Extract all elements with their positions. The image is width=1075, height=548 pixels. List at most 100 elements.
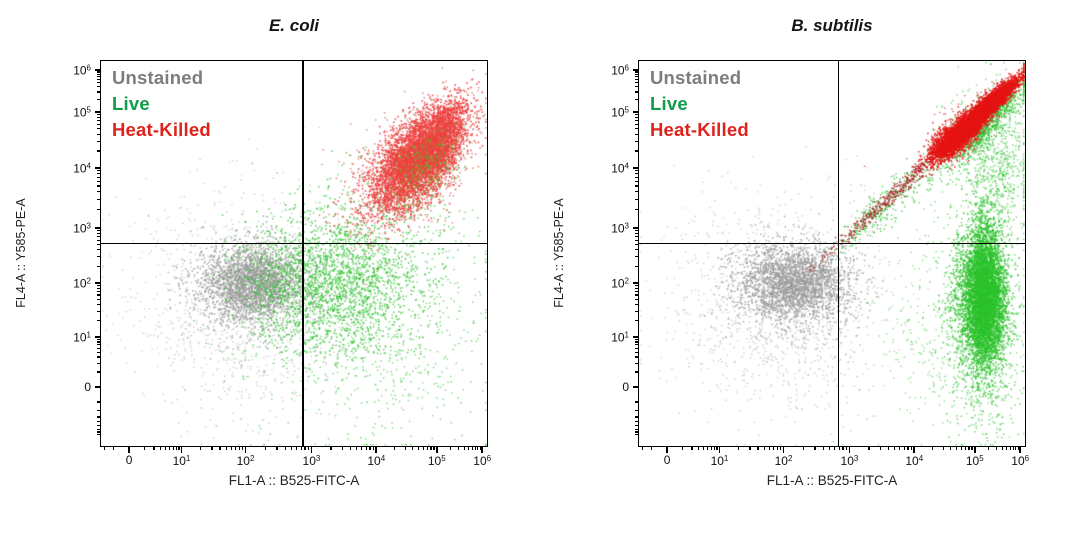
x-axis-minor-tick — [779, 447, 782, 450]
x-axis-minor-tick — [950, 447, 952, 450]
x-axis-minor-tick — [160, 447, 162, 450]
x-axis-minor-tick — [641, 447, 643, 450]
y-axis-minor-tick — [635, 71, 638, 73]
x-axis-minor-tick — [300, 447, 302, 450]
x-axis-minor-tick — [968, 447, 970, 450]
x-axis-minor-tick — [829, 447, 831, 450]
x-axis-major-tick — [244, 447, 247, 453]
plot-title-e-coli: E. coli — [268, 16, 320, 35]
y-axis-minor-tick — [635, 170, 638, 172]
x-axis-minor-tick — [1009, 447, 1011, 450]
y-axis-minor-tick — [97, 75, 100, 78]
y-axis-minor-tick — [97, 239, 100, 241]
x-axis-minor-tick — [738, 447, 740, 450]
x-axis-minor-tick — [960, 447, 962, 450]
y-axis-minor-tick — [635, 344, 638, 346]
x-tick-label: 102 — [236, 454, 255, 468]
x-axis-minor-tick — [169, 447, 171, 450]
y-axis-minor-tick — [97, 113, 100, 115]
y-axis-minor-tick — [635, 284, 638, 286]
x-axis-minor-tick — [404, 447, 406, 450]
x-axis-minor-tick — [838, 447, 840, 450]
y-axis-minor-tick — [635, 82, 638, 84]
y-axis-minor-tick — [97, 320, 100, 322]
x-axis-minor-tick — [995, 447, 998, 450]
plot-figure-e-coli: E. coli FL4-A :: Y585-PE-A Unstained Liv… — [0, 0, 537, 548]
y-tick-label: 106 — [73, 63, 91, 78]
y-axis-minor-tick — [97, 290, 100, 292]
y-axis-minor-tick — [635, 401, 638, 403]
y-axis-minor-tick — [635, 287, 638, 289]
x-axis-minor-tick — [238, 447, 240, 450]
y-axis-minor-tick — [635, 421, 638, 423]
y-axis-minor-tick — [97, 431, 100, 433]
y-axis-minor-tick — [97, 284, 100, 286]
y-axis-minor-tick — [635, 75, 638, 78]
y-axis-minor-tick — [635, 116, 638, 118]
x-axis-minor-tick — [361, 447, 363, 450]
y-axis-minor-tick — [97, 98, 100, 100]
x-axis-minor-tick — [763, 447, 765, 450]
y-axis-minor-tick — [635, 249, 638, 251]
y-axis-minor-tick — [635, 265, 638, 267]
x-axis-minor-tick — [241, 447, 244, 450]
x-axis-minor-tick — [749, 447, 751, 450]
x-tick-label: 101 — [172, 454, 191, 468]
x-axis-minor-tick — [433, 447, 435, 450]
x-axis-minor-tick — [477, 447, 479, 450]
y-axis-major-tick — [632, 336, 638, 338]
x-axis-label: FL1-A :: B525-FITC-A — [228, 473, 360, 488]
y-axis-minor-tick — [97, 347, 100, 349]
x-axis-minor-tick — [907, 447, 909, 450]
x-axis-minor-tick — [165, 447, 167, 450]
x-axis-major-tick — [1019, 447, 1021, 453]
y-axis-minor-tick — [635, 185, 638, 187]
legend: Unstained Live Heat-Killed — [650, 65, 749, 143]
y-tick-label: 104 — [73, 161, 91, 176]
x-axis-minor-tick — [172, 447, 174, 450]
y-axis-minor-tick — [97, 150, 100, 152]
x-axis-minor-tick — [768, 447, 770, 450]
y-axis-minor-tick — [635, 98, 638, 100]
y-tick-label: 101 — [73, 330, 91, 345]
legend-item-heat-killed: Heat-Killed — [112, 119, 211, 140]
y-axis-minor-tick — [97, 341, 100, 343]
y-axis-minor-tick — [635, 73, 638, 75]
y-axis-major-tick — [94, 336, 100, 338]
x-axis-minor-tick — [845, 447, 848, 450]
y-tick-label: 104 — [611, 161, 629, 176]
y-axis-label: FL4-A :: Y585-PE-A — [552, 198, 566, 308]
y-axis-minor-tick — [635, 209, 638, 211]
x-axis-minor-tick — [103, 447, 105, 450]
x-axis-minor-tick — [903, 447, 905, 450]
x-axis-major-tick — [435, 447, 438, 453]
legend-item-live: Live — [112, 93, 150, 114]
y-axis-minor-tick — [97, 229, 100, 232]
x-tick-label: 106 — [473, 454, 492, 468]
x-axis-minor-tick — [987, 447, 990, 450]
x-axis-minor-tick — [942, 447, 944, 450]
y-axis-minor-tick — [635, 78, 638, 80]
y-axis-minor-tick — [635, 341, 638, 343]
y-axis-minor-tick — [635, 351, 638, 353]
x-axis-minor-tick — [474, 447, 476, 450]
y-tick-label: 0 — [622, 380, 629, 394]
y-axis-minor-tick — [635, 133, 638, 135]
x-axis-minor-tick — [776, 447, 778, 450]
y-axis-minor-tick — [635, 298, 638, 300]
x-axis-major-tick — [375, 447, 378, 453]
x-tick-label: 103 — [840, 454, 859, 468]
y-axis-minor-tick — [97, 287, 100, 289]
y-axis-minor-tick — [97, 180, 100, 182]
legend-item-unstained: Unstained — [650, 67, 742, 88]
y-axis-minor-tick — [635, 235, 638, 238]
x-axis-minor-tick — [219, 447, 221, 450]
y-axis-major-tick — [632, 386, 638, 388]
y-axis-major-tick — [94, 167, 100, 169]
y-tick-label: 105 — [611, 105, 629, 120]
y-axis-minor-tick — [97, 416, 100, 418]
x-axis-minor-tick — [356, 447, 358, 450]
y-axis-minor-tick — [635, 123, 638, 125]
y-axis-minor-tick — [97, 249, 100, 251]
